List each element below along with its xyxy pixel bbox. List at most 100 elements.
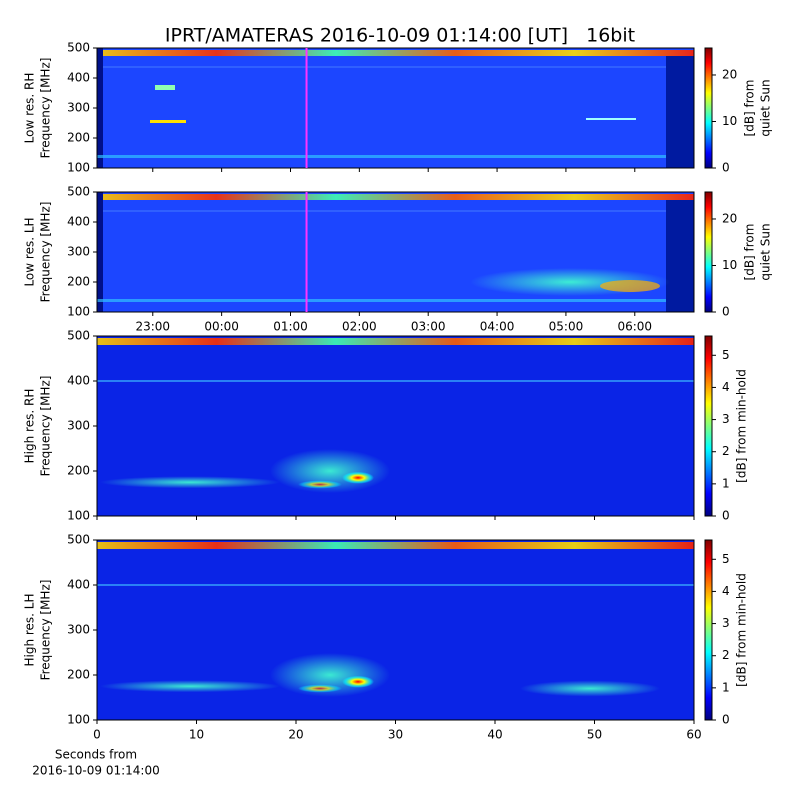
- y-axis-label: Frequency [MHz]: [39, 376, 53, 477]
- heatmap-band: [97, 50, 694, 56]
- colorbar-tick-label: 20: [722, 67, 737, 81]
- colorbar-tick-label: 0: [722, 305, 730, 319]
- y-tick-label: 500: [67, 329, 90, 343]
- y-axis-label: High res. RH: [23, 389, 37, 464]
- colorbar-tick-label: 10: [722, 258, 737, 272]
- colorbar-label: quiet Sun: [759, 223, 773, 280]
- y-axis-label: High res. LH: [23, 593, 37, 666]
- heatmap-band: [586, 118, 636, 120]
- heatmap-band: [103, 210, 666, 212]
- y-tick-label: 100: [67, 305, 90, 319]
- colorbar-tick-label: 0: [722, 509, 730, 523]
- x-axis-label: Seconds from: [55, 748, 137, 762]
- heatmap-glow: [100, 680, 280, 693]
- heatmap-band: [155, 85, 175, 90]
- y-tick-label: 400: [67, 71, 90, 85]
- no-data-left: [97, 48, 103, 168]
- heatmap-band: [97, 584, 694, 586]
- y-axis-label: Frequency [MHz]: [39, 202, 53, 303]
- no-data-right: [666, 200, 694, 312]
- y-tick-label: 500: [67, 185, 90, 199]
- figure-title: IPRT/AMATERAS 2016-10-09 01:14:00 [UT] 1…: [165, 25, 635, 47]
- colorbar-label: [dB] from min-hold: [735, 369, 749, 483]
- heatmap-image: [97, 540, 694, 720]
- heatmap-glow: [520, 680, 660, 697]
- colorbar-tick-label: 3: [722, 412, 730, 426]
- colorbar: [704, 335, 713, 517]
- y-tick-label: 400: [67, 215, 90, 229]
- colorbar: [704, 539, 713, 721]
- y-tick-label: 500: [67, 41, 90, 55]
- x-tick-label: 30: [388, 728, 403, 742]
- heatmap-band: [97, 155, 666, 158]
- heatmap-band: [97, 542, 694, 549]
- colorbar-label: [dB] from min-hold: [735, 573, 749, 687]
- heatmap-glow: [100, 476, 280, 489]
- heatmap-image: [97, 336, 694, 516]
- colorbar-tick-label: 1: [722, 680, 730, 694]
- x-tick-label: 60: [686, 728, 701, 742]
- y-tick-label: 200: [67, 275, 90, 289]
- y-tick-label: 200: [67, 464, 90, 478]
- x-tick-label: 50: [587, 728, 602, 742]
- colorbar-tick-label: 4: [722, 584, 730, 598]
- colorbar-tick-label: 10: [722, 114, 737, 128]
- x-tick-label: 03:00: [411, 320, 446, 334]
- y-axis-label: Frequency [MHz]: [39, 58, 53, 159]
- x-tick-label: 40: [487, 728, 502, 742]
- colorbar-tick-label: 20: [722, 211, 737, 225]
- colorbar-label: quiet Sun: [759, 79, 773, 136]
- x-tick-label: 04:00: [480, 320, 515, 334]
- colorbar-tick-label: 2: [722, 648, 730, 662]
- y-tick-label: 500: [67, 533, 90, 547]
- y-tick-label: 300: [67, 419, 90, 433]
- heatmap-image: [97, 48, 694, 168]
- colorbar-tick-label: 5: [722, 348, 730, 362]
- y-tick-label: 300: [67, 101, 90, 115]
- x-axis-label: 2016-10-09 01:14:00: [32, 764, 159, 778]
- y-tick-label: 200: [67, 668, 90, 682]
- x-tick-label: 10: [189, 728, 204, 742]
- colorbar: [704, 47, 713, 169]
- colorbar: [704, 191, 713, 313]
- colorbar-label: [dB] from: [743, 224, 757, 281]
- y-tick-label: 400: [67, 374, 90, 388]
- colorbar-label: [dB] from: [743, 80, 757, 137]
- y-tick-label: 100: [67, 509, 90, 523]
- y-tick-label: 100: [67, 713, 90, 727]
- y-axis-label: Frequency [MHz]: [39, 580, 53, 681]
- heatmap-burst: [342, 675, 374, 688]
- x-tick-label: 06:00: [617, 320, 652, 334]
- x-tick-label: 23:00: [135, 320, 170, 334]
- heatmap-band: [97, 299, 666, 302]
- y-tick-label: 100: [67, 161, 90, 175]
- colorbar-tick-label: 2: [722, 444, 730, 458]
- heatmap-band: [97, 338, 694, 345]
- y-tick-label: 300: [67, 623, 90, 637]
- x-tick-label: 02:00: [342, 320, 377, 334]
- heatmap-burst: [342, 471, 374, 484]
- colorbar-tick-label: 5: [722, 552, 730, 566]
- y-axis-label: Low res. LH: [23, 217, 37, 286]
- heatmap-band: [103, 66, 666, 68]
- heatmap-band: [97, 194, 694, 200]
- x-tick-label: 20: [288, 728, 303, 742]
- colorbar-tick-label: 0: [722, 161, 730, 175]
- no-data-right: [666, 56, 694, 168]
- colorbar-tick-label: 3: [722, 616, 730, 630]
- y-axis-label: Low res. RH: [23, 73, 37, 144]
- heatmap-band: [150, 120, 186, 123]
- heatmap-burst: [298, 480, 342, 489]
- heatmap-burst: [298, 684, 342, 693]
- x-tick-label: 00:00: [204, 320, 239, 334]
- colorbar-tick-label: 4: [722, 380, 730, 394]
- x-tick-label: 05:00: [549, 320, 584, 334]
- colorbar-tick-label: 0: [722, 713, 730, 727]
- colorbar-tick-label: 1: [722, 476, 730, 490]
- heatmap-band: [97, 380, 694, 382]
- y-tick-label: 200: [67, 131, 90, 145]
- heatmap-image: [97, 192, 694, 312]
- y-tick-label: 400: [67, 578, 90, 592]
- no-data-left: [97, 192, 103, 312]
